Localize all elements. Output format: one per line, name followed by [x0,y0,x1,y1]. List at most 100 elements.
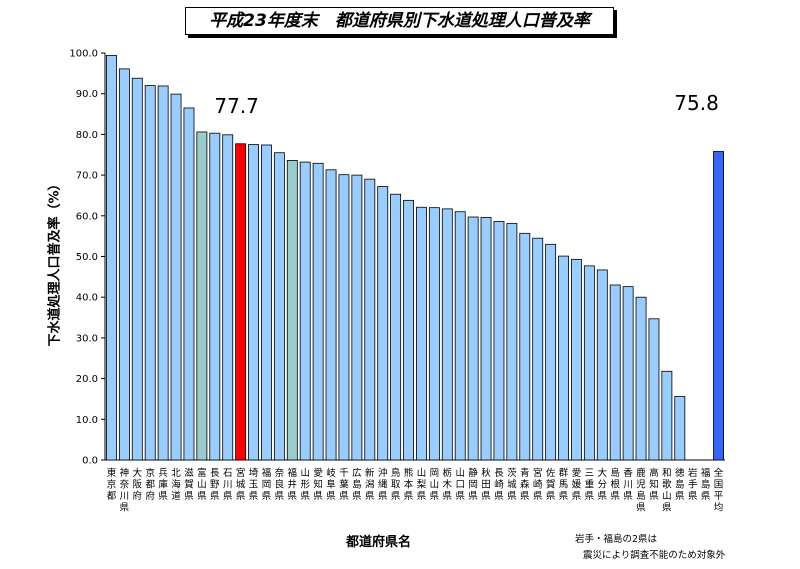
bar [545,243,557,461]
bar [609,284,621,461]
category-labels: 東京都神奈川県大阪府京都府兵庫県北海道滋賀県富山県長野県石川県宮城県埼玉県福岡県… [107,467,724,514]
category-label: 岐阜県 [326,467,336,502]
category-label: 山梨県 [417,468,427,502]
category-label: 群馬県 [559,467,569,502]
category-label: 秋田県 [481,467,491,502]
category-label: 島根県 [610,467,620,502]
bar [583,265,595,461]
category-label: 新潟県 [365,467,375,502]
category-label: 山形県 [300,468,310,502]
bar [209,132,221,461]
bar [144,85,156,461]
bar [131,77,143,461]
bar [196,131,208,461]
bar [713,151,724,461]
bar [558,255,569,461]
category-label: 大分県 [598,467,608,502]
bar [390,193,402,461]
bar [377,186,389,461]
category-label: 岡山県 [430,468,440,502]
bar [222,134,234,461]
bar [428,207,440,461]
category-label: 福井県 [288,467,298,502]
category-label: 神奈川県 [120,467,130,514]
category-label: 東京都 [107,467,117,502]
bar [157,85,169,461]
category-label: 京都府 [145,467,155,502]
bar [480,217,492,461]
category-label: 三重県 [585,468,595,502]
category-label: 長崎県 [494,468,504,502]
bar [506,223,518,461]
category-label: 石川県 [223,468,233,502]
category-label: 奈良県 [275,467,285,502]
bar [467,216,479,461]
average-value-label: 75.8 [674,91,719,115]
category-label: 鳥取県 [391,467,401,502]
footnote-line-1: 岩手・福島の2県は [575,534,658,545]
y-tick-label: 0.0 [82,456,98,467]
category-label: 鹿児島県 [636,467,646,514]
bar [622,286,634,461]
category-label: 茨城県 [507,467,517,502]
y-tick-label: 90.0 [76,89,98,100]
category-label: 全国平均 [714,467,724,514]
y-tick-label: 100.0 [69,49,98,60]
footnote: 岩手・福島の2県は 震災により調査不能のため対象外 [575,532,725,564]
bar [532,237,544,461]
bar [118,68,130,461]
bar [325,169,337,461]
bar [519,232,531,461]
bar [273,152,285,461]
chart-title: 平成23年度末 都道府県別下水道処理人口普及率 [185,7,614,35]
bar [661,370,673,461]
bar [364,178,376,461]
bar [416,206,427,461]
y-tick-label: 50.0 [76,252,98,263]
bar [106,55,117,461]
bar [248,144,259,461]
bar [351,174,363,461]
x-axis-label: 都道府県名 [346,535,412,550]
category-label: 福岡県 [262,467,272,502]
bar [338,174,350,461]
category-label: 広島県 [352,467,362,502]
category-label: 栃木県 [443,467,453,502]
bars [106,55,724,461]
bar [261,144,272,461]
category-label: 宮崎県 [533,467,543,502]
y-tick-label: 40.0 [76,293,98,304]
category-label: 熊本県 [404,467,414,502]
category-label: 山口県 [455,468,465,502]
category-label: 青森県 [520,467,530,502]
footnote-line-2: 震災により調査不能のため対象外 [583,550,726,561]
category-label: 沖縄県 [378,467,388,502]
bar [493,221,505,461]
category-label: 大阪府 [133,467,143,502]
category-label: 静岡県 [468,467,478,502]
category-label: 岩手県 [688,467,698,502]
y-tick-label: 20.0 [76,374,98,385]
value-callouts: 77.7 75.8 [214,91,718,118]
bar [571,258,582,461]
category-label: 滋賀県 [184,467,194,502]
category-label: 愛媛県 [572,467,582,502]
category-label: 高知県 [649,467,659,502]
bar [286,160,298,461]
bar [312,162,324,461]
category-label: 北海道 [171,468,181,502]
bar [635,296,647,461]
bar [299,161,311,461]
y-tick-label: 10.0 [76,415,98,426]
category-label: 埼玉県 [249,467,259,502]
y-axis-ticks: 0.0 10.0 20.0 30.0 40.0 50.0 60.0 70.0 80.0 90.0 1… [69,49,105,467]
y-tick-label: 60.0 [76,211,98,222]
bar [441,208,453,461]
y-tick-label: 80.0 [76,130,98,141]
category-label: 千葉県 [339,468,349,502]
highlight-value-label: 77.7 [214,94,259,118]
category-label: 愛知県 [313,467,323,502]
bar [648,318,660,461]
bar [596,269,608,461]
